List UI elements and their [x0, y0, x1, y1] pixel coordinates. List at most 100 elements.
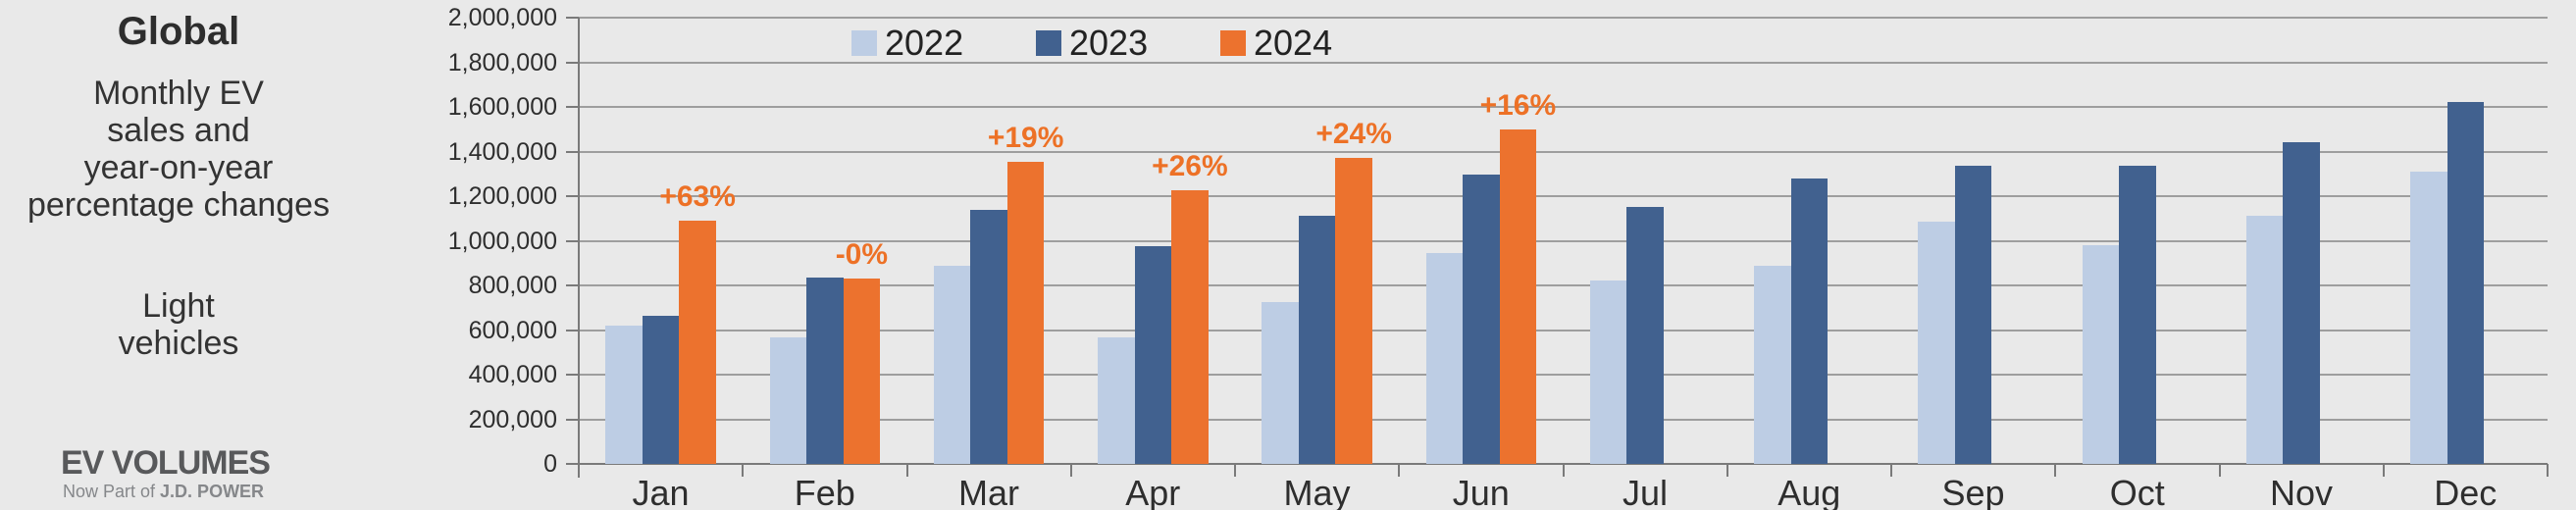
- y-axis-tick: [566, 239, 579, 242]
- y-axis-tick-label: 200,000: [468, 405, 557, 434]
- bar-2022-jun: [1425, 253, 1464, 464]
- y-axis-tick: [566, 418, 579, 421]
- bar-2023-oct: [2119, 166, 2156, 464]
- y-axis-tick-label: 400,000: [468, 361, 557, 388]
- yoy-pct-label-jun: +16%: [1479, 88, 1557, 122]
- logo-tagline: Now Part of J.D. POWER: [63, 482, 264, 502]
- bar-2023-nov: [2283, 142, 2320, 464]
- bar-2023-sep: [1954, 166, 1992, 464]
- x-axis-label-jan: Jan: [632, 473, 690, 510]
- yoy-pct-label-jan: +63%: [659, 180, 736, 214]
- legend-swatch-2022: [851, 30, 877, 56]
- y-gridline: [579, 329, 2548, 332]
- y-axis-tick-label: 1,400,000: [447, 137, 557, 166]
- bar-2022-mar: [933, 265, 971, 464]
- y-gridline: [579, 195, 2548, 197]
- y-gridline: [579, 150, 2548, 153]
- x-axis-label-jun: Jun: [1452, 473, 1510, 510]
- x-axis-tick: [905, 464, 908, 477]
- y-axis-tick: [566, 195, 579, 197]
- x-axis-label-dec: Dec: [2434, 473, 2498, 510]
- bar-2024-jun: [1499, 128, 1537, 464]
- bar-2023-jan: [642, 315, 680, 464]
- y-axis-tick: [566, 463, 579, 465]
- jd-power-brand: J.D. POWER: [160, 482, 265, 501]
- yoy-pct-label-apr: +26%: [1152, 150, 1228, 183]
- y-axis-tick: [566, 329, 579, 332]
- y-axis-tick-label: 600,000: [468, 316, 557, 344]
- x-axis-tick: [2218, 464, 2221, 477]
- bar-2022-may: [1262, 302, 1299, 464]
- bar-2023-dec: [2447, 102, 2485, 464]
- x-axis-label-oct: Oct: [2109, 473, 2165, 510]
- legend-swatch-2023: [1036, 30, 1061, 56]
- y-gridline: [579, 284, 2548, 286]
- x-axis-tick: [2054, 464, 2057, 477]
- x-axis-label-aug: Aug: [1777, 473, 1841, 510]
- bar-2023-apr: [1134, 246, 1172, 464]
- y-axis-tick-label: 1,000,000: [447, 227, 557, 255]
- bar-2024-may: [1335, 158, 1372, 464]
- x-axis-label-may: May: [1283, 473, 1351, 510]
- y-gridline: [579, 239, 2548, 242]
- bar-2024-apr: [1171, 190, 1209, 464]
- x-axis-tick: [1234, 464, 1236, 477]
- x-axis-label-apr: Apr: [1125, 473, 1181, 510]
- x-axis-label-jul: Jul: [1622, 473, 1669, 510]
- chart-subtitle: Monthly EV sales and year-on-year percen…: [26, 75, 331, 224]
- x-axis-tick: [1398, 464, 1401, 477]
- y-axis-tick-label: 0: [543, 450, 557, 478]
- bar-2022-nov: [2245, 216, 2284, 464]
- y-axis-tick: [566, 106, 579, 108]
- y-axis-tick: [566, 284, 579, 286]
- bar-2024-jan: [679, 221, 716, 464]
- x-axis-tick: [2382, 464, 2385, 477]
- bar-2023-jun: [1463, 175, 1500, 464]
- y-axis-tick: [566, 150, 579, 153]
- y-gridline: [579, 106, 2548, 108]
- bar-2023-mar: [970, 209, 1007, 464]
- bar-2023-feb: [806, 278, 844, 464]
- legend-label-2022: 2022: [885, 23, 964, 63]
- x-axis-label-feb: Feb: [794, 473, 855, 510]
- y-axis-tick-label: 1,600,000: [447, 93, 557, 121]
- y-axis-tick: [566, 61, 579, 64]
- y-axis-tick-label: 1,200,000: [447, 182, 557, 210]
- y-axis-tick-label: 1,800,000: [447, 48, 557, 76]
- bar-2023-jul: [1626, 207, 1664, 464]
- x-axis-tick: [1890, 464, 1892, 477]
- bar-2024-feb: [843, 279, 881, 464]
- bar-2022-dec: [2410, 171, 2447, 464]
- bar-2024-mar: [1006, 161, 1045, 464]
- yoy-pct-label-feb: -0%: [835, 238, 889, 272]
- x-axis-tick: [742, 464, 745, 477]
- bar-2022-feb: [769, 337, 807, 464]
- bar-2022-jul: [1589, 280, 1627, 464]
- ev-volumes-logo: EV VOLUMES: [61, 444, 271, 482]
- y-axis-tick-label: 800,000: [468, 272, 557, 299]
- x-axis-tick: [1069, 464, 1072, 477]
- x-axis-tick: [1726, 464, 1728, 477]
- legend-label-2023: 2023: [1069, 23, 1149, 63]
- bar-2022-apr: [1098, 337, 1135, 464]
- bar-2022-aug: [1754, 265, 1791, 464]
- bar-2023-aug: [1790, 178, 1829, 464]
- legend-label-2024: 2024: [1254, 23, 1333, 63]
- x-axis-label-mar: Mar: [958, 473, 1019, 510]
- logo-tagline-prefix: Now Part of: [63, 482, 161, 501]
- y-axis-tick: [566, 374, 579, 376]
- bar-2022-sep: [1918, 222, 1955, 464]
- y-axis-tick-label: 2,000,000: [447, 4, 557, 31]
- y-axis-line: [578, 18, 580, 478]
- x-axis-tick: [2547, 464, 2549, 477]
- y-gridline: [579, 374, 2548, 376]
- y-gridline: [579, 17, 2548, 19]
- page-title: Global: [117, 10, 240, 53]
- yoy-pct-label-mar: +19%: [987, 121, 1064, 154]
- legend-swatch-2024: [1220, 30, 1246, 56]
- y-gridline: [579, 418, 2548, 421]
- bar-2022-jan: [605, 325, 643, 464]
- y-axis-tick: [566, 17, 579, 19]
- yoy-pct-label-may: +24%: [1315, 118, 1392, 151]
